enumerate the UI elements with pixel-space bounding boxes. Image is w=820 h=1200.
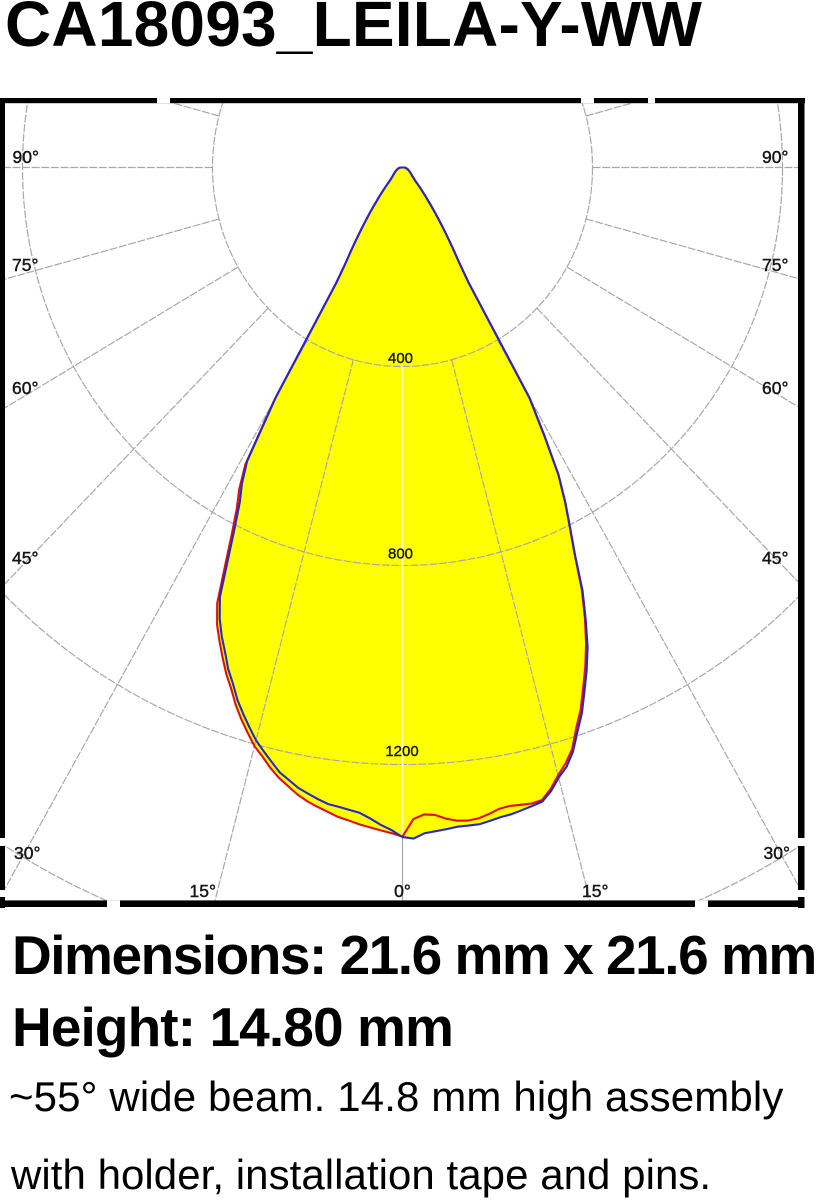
svg-text:60°: 60° [762, 378, 788, 398]
svg-text:400: 400 [388, 350, 413, 367]
svg-text:60°: 60° [12, 378, 38, 398]
svg-text:45°: 45° [12, 548, 38, 568]
svg-text:75°: 75° [12, 255, 38, 275]
svg-text:30°: 30° [14, 843, 40, 863]
svg-text:75°: 75° [762, 255, 788, 275]
svg-text:15°: 15° [190, 881, 216, 901]
svg-text:90°: 90° [13, 147, 39, 167]
svg-text:1200: 1200 [385, 743, 418, 760]
svg-text:0°: 0° [394, 881, 411, 901]
svg-text:90°: 90° [762, 147, 788, 167]
svg-text:45°: 45° [762, 548, 788, 568]
svg-text:800: 800 [388, 546, 413, 563]
svg-text:15°: 15° [582, 881, 608, 901]
svg-text:30°: 30° [764, 843, 790, 863]
